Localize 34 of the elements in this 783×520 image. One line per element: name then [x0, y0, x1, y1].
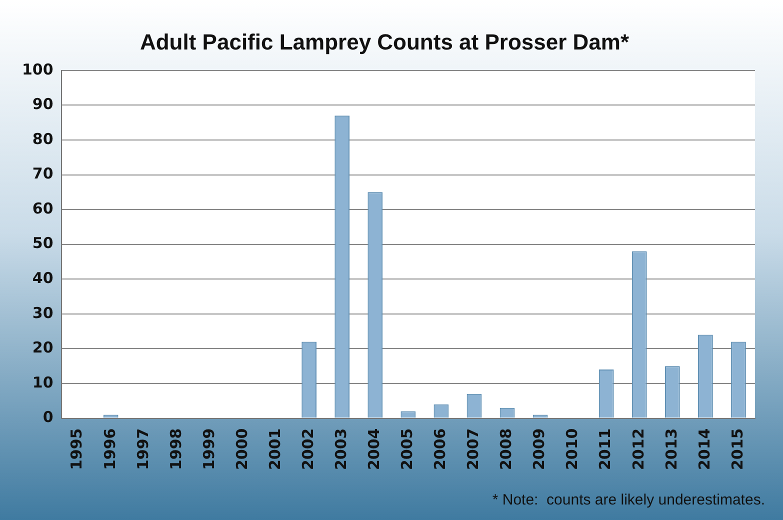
- y-tick-label: 80: [32, 130, 54, 148]
- x-tick-label: 2006: [431, 428, 450, 470]
- x-tick-label: 2003: [332, 428, 350, 470]
- x-tick-label: 1999: [200, 428, 218, 470]
- y-tick-label: 40: [32, 269, 54, 287]
- x-tick-label: 2008: [497, 428, 516, 470]
- x-tick-label: 2009: [530, 428, 548, 470]
- x-tick-label: 2002: [298, 428, 317, 470]
- y-tick-label: 20: [32, 338, 54, 357]
- x-tick-label: 2005: [398, 428, 416, 470]
- x-tick-label: 1996: [100, 428, 119, 470]
- y-tick-label: 90: [32, 95, 54, 114]
- x-tick-label: 1995: [68, 428, 86, 470]
- y-tick-label: 60: [32, 199, 54, 218]
- x-tick-label: 2013: [662, 428, 680, 470]
- x-tick-label: 2000: [232, 428, 251, 470]
- x-tick-label: 1997: [134, 428, 152, 470]
- y-tick-label: 10: [32, 373, 54, 392]
- y-tick-label: 0: [42, 408, 54, 426]
- x-tick-label: 2007: [464, 428, 482, 470]
- x-tick-label: 2010: [563, 428, 582, 470]
- x-tick-label: 2004: [365, 428, 384, 470]
- text: * Note: counts are likely underestimates.: [492, 492, 765, 509]
- x-tick-label: 2015: [728, 428, 746, 470]
- y-tick-label: 50: [32, 234, 54, 252]
- x-tick-label: 2011: [596, 428, 614, 470]
- x-tick-label: 1998: [166, 428, 185, 470]
- y-tick-label: 30: [32, 304, 54, 322]
- x-tick-label: 2001: [266, 428, 284, 470]
- y-tick-label: 70: [32, 164, 54, 183]
- x-tick-label: 2012: [629, 428, 648, 470]
- x-tick-label: 2014: [695, 428, 714, 470]
- y-tick-label: 100: [22, 60, 54, 78]
- chart-title: Adult Pacific Lamprey Counts at Prosser Dam*: [140, 29, 630, 54]
